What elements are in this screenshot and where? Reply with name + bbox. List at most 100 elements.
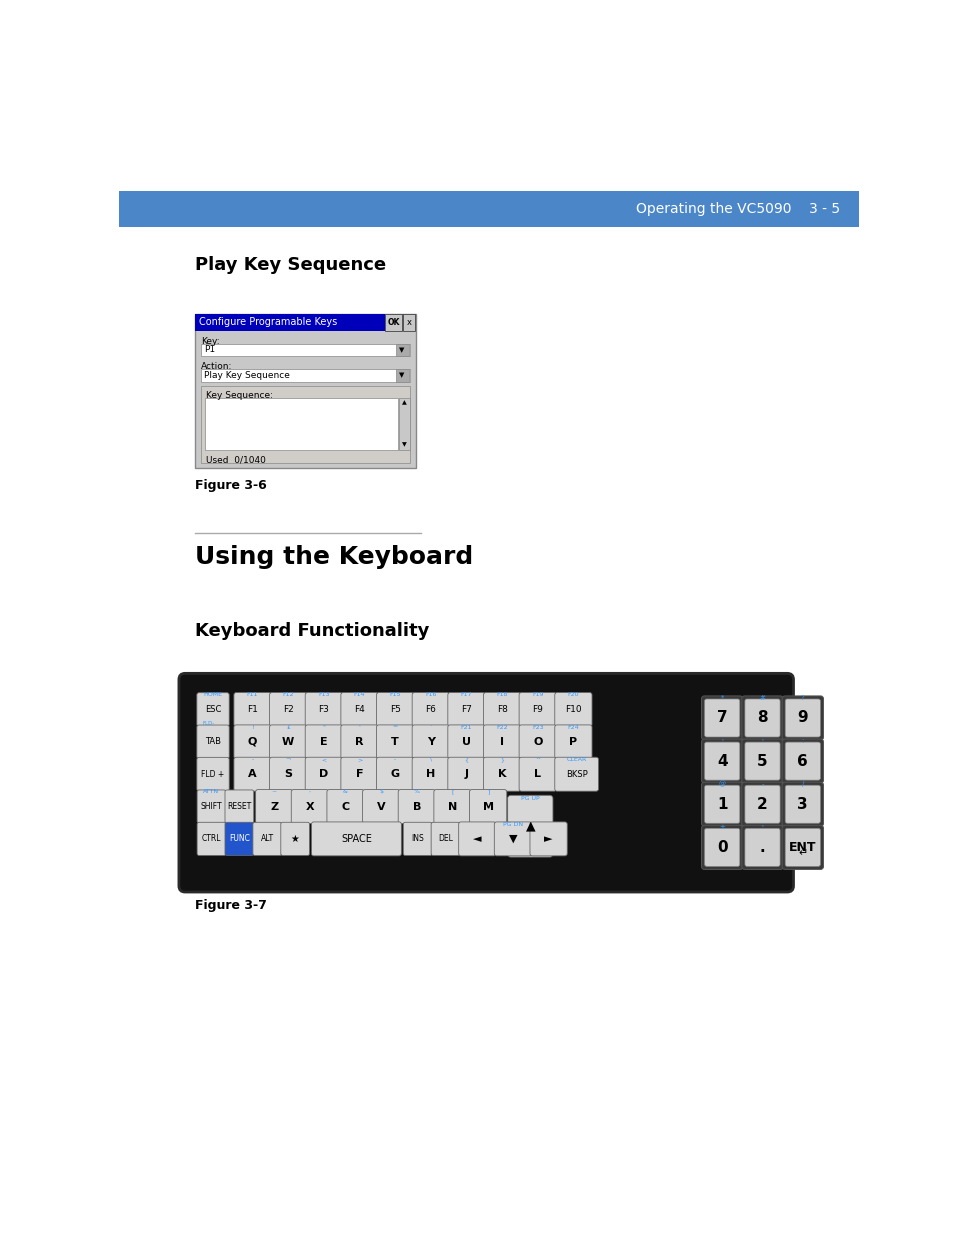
FancyBboxPatch shape	[225, 790, 253, 824]
Text: FLD-: FLD-	[203, 721, 215, 726]
FancyBboxPatch shape	[395, 343, 409, 356]
Text: F1: F1	[247, 705, 257, 714]
FancyBboxPatch shape	[412, 693, 449, 726]
Text: ★: ★	[291, 834, 299, 844]
Text: x: x	[406, 317, 411, 327]
FancyBboxPatch shape	[784, 699, 820, 737]
FancyBboxPatch shape	[412, 725, 449, 758]
Text: F12: F12	[282, 692, 294, 698]
Text: ▼: ▼	[399, 347, 404, 353]
Text: ▼: ▼	[508, 834, 517, 844]
Text: F8: F8	[497, 705, 507, 714]
FancyBboxPatch shape	[555, 693, 592, 726]
FancyBboxPatch shape	[781, 782, 822, 826]
Text: /: /	[801, 782, 803, 787]
Text: @: @	[718, 781, 725, 787]
Text: Play Key Sequence: Play Key Sequence	[204, 370, 290, 380]
FancyBboxPatch shape	[741, 695, 782, 740]
Text: $: $	[378, 789, 383, 794]
Text: ": "	[322, 725, 325, 730]
Text: HOME: HOME	[203, 692, 222, 698]
FancyBboxPatch shape	[518, 757, 556, 792]
FancyBboxPatch shape	[530, 823, 567, 856]
Text: ': '	[760, 825, 762, 830]
Text: M: M	[482, 802, 493, 811]
Text: B: B	[413, 802, 420, 811]
FancyBboxPatch shape	[483, 757, 520, 792]
Text: D: D	[319, 769, 328, 779]
FancyBboxPatch shape	[305, 693, 342, 726]
FancyBboxPatch shape	[447, 757, 484, 792]
FancyBboxPatch shape	[704, 785, 739, 824]
FancyBboxPatch shape	[270, 693, 307, 726]
FancyBboxPatch shape	[395, 369, 409, 382]
Text: F2: F2	[282, 705, 294, 714]
Text: Key Sequence:: Key Sequence:	[206, 390, 273, 400]
Text: DEL: DEL	[437, 835, 453, 844]
Text: 3: 3	[797, 797, 807, 811]
Text: [: [	[451, 789, 454, 794]
Text: O: O	[533, 737, 542, 747]
Text: =: =	[392, 725, 397, 730]
Text: F10: F10	[564, 705, 581, 714]
Text: ESC: ESC	[205, 705, 221, 714]
Text: 0: 0	[716, 840, 727, 855]
FancyBboxPatch shape	[700, 825, 742, 869]
Text: Figure 3-6: Figure 3-6	[195, 479, 267, 493]
FancyBboxPatch shape	[412, 757, 449, 792]
Text: 4: 4	[716, 753, 727, 768]
Text: F15: F15	[389, 692, 400, 698]
Text: ATTN: ATTN	[203, 789, 219, 794]
Text: ¬: ¬	[285, 757, 291, 762]
FancyBboxPatch shape	[398, 398, 410, 450]
Text: F20: F20	[567, 692, 578, 698]
FancyBboxPatch shape	[403, 823, 432, 856]
FancyBboxPatch shape	[458, 823, 496, 856]
Text: S: S	[284, 769, 292, 779]
Text: A: A	[248, 769, 256, 779]
Text: }: }	[499, 757, 503, 762]
FancyBboxPatch shape	[704, 699, 739, 737]
Text: #: #	[759, 695, 764, 701]
Text: *: *	[720, 695, 723, 701]
Text: TAB: TAB	[205, 737, 221, 746]
Text: CTRL: CTRL	[201, 835, 221, 844]
FancyBboxPatch shape	[397, 789, 435, 824]
Text: Used  0/1040: Used 0/1040	[206, 456, 266, 464]
Text: ◄: ◄	[473, 834, 481, 844]
Text: \: \	[429, 757, 432, 762]
FancyBboxPatch shape	[784, 742, 820, 781]
FancyBboxPatch shape	[340, 693, 377, 726]
FancyBboxPatch shape	[201, 369, 410, 382]
Text: F11: F11	[247, 692, 258, 698]
Text: ~: ~	[272, 789, 276, 794]
Text: -: -	[760, 782, 763, 787]
FancyBboxPatch shape	[744, 742, 780, 781]
FancyBboxPatch shape	[233, 725, 271, 758]
FancyBboxPatch shape	[270, 725, 307, 758]
Text: ►: ►	[544, 834, 553, 844]
FancyBboxPatch shape	[741, 739, 782, 783]
Text: Keyboard Functionality: Keyboard Functionality	[195, 621, 429, 640]
FancyBboxPatch shape	[744, 829, 780, 867]
Text: `: `	[429, 725, 432, 730]
Text: U: U	[461, 737, 471, 747]
FancyBboxPatch shape	[376, 757, 414, 792]
FancyBboxPatch shape	[447, 693, 484, 726]
Text: F3: F3	[318, 705, 329, 714]
Text: Operating the VC5090    3 - 5: Operating the VC5090 3 - 5	[636, 201, 840, 216]
FancyBboxPatch shape	[434, 789, 471, 824]
Text: I: I	[499, 737, 503, 747]
Text: F19: F19	[532, 692, 543, 698]
Text: H: H	[426, 769, 435, 779]
FancyBboxPatch shape	[225, 823, 253, 856]
Text: G: G	[390, 769, 399, 779]
FancyBboxPatch shape	[704, 829, 739, 867]
FancyBboxPatch shape	[741, 782, 782, 826]
FancyBboxPatch shape	[781, 739, 822, 783]
Text: -: -	[252, 757, 253, 762]
FancyBboxPatch shape	[704, 742, 739, 781]
Text: SHIFT: SHIFT	[200, 802, 222, 811]
Text: F23: F23	[532, 725, 543, 730]
Text: 2: 2	[757, 797, 767, 811]
